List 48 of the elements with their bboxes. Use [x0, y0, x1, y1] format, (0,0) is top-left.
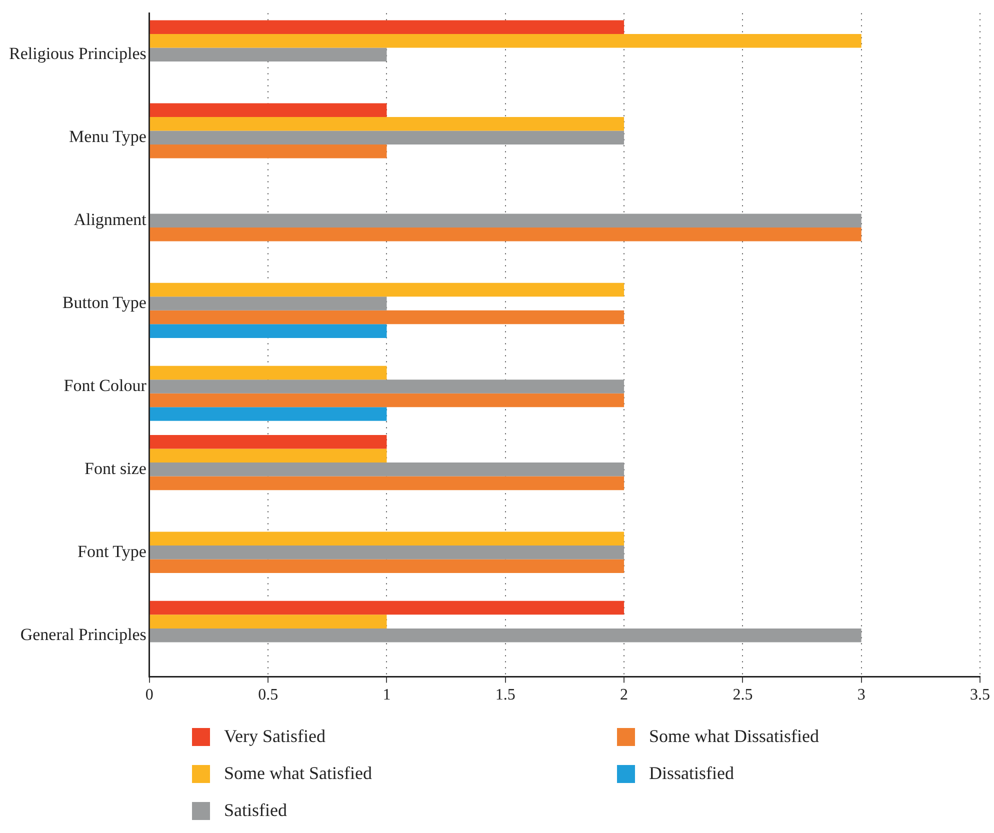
- x-tick-label: 3.5: [970, 686, 990, 704]
- bar: [150, 393, 624, 408]
- bar: [150, 476, 624, 490]
- bar: [150, 614, 387, 628]
- y-tick-label: Font Colour: [64, 376, 147, 395]
- bar: [150, 324, 387, 338]
- bar: [150, 227, 862, 242]
- bar: [150, 545, 624, 560]
- y-tick-label: Button Type: [62, 292, 146, 312]
- bar: [150, 130, 624, 145]
- bar: [150, 448, 387, 463]
- legend-label: Some what Dissatisfied: [649, 726, 819, 747]
- bar: [150, 407, 387, 421]
- x-tick-label: 1: [382, 686, 391, 704]
- bar: [150, 144, 387, 158]
- y-tick-label: Menu Type: [69, 127, 146, 146]
- y-tick-label: Font Type: [78, 542, 146, 561]
- bar: [150, 380, 624, 394]
- bar: [150, 532, 624, 546]
- x-tick-label: 2: [620, 686, 628, 704]
- y-tick-label: Alignment: [74, 210, 147, 230]
- bar: [150, 310, 624, 324]
- bar: [150, 600, 624, 615]
- bar: [150, 628, 862, 642]
- x-tick-label: 3: [857, 686, 866, 704]
- bar: [150, 559, 624, 574]
- bar: [150, 48, 387, 62]
- bar: [150, 366, 387, 380]
- x-tick-label: 1.5: [495, 686, 516, 704]
- bar: [150, 103, 387, 117]
- bar: [150, 435, 387, 449]
- y-tick-label: Religious Principles: [8, 44, 146, 64]
- y-tick-label: General Principles: [20, 624, 146, 644]
- x-tick-label: 0.5: [258, 686, 278, 704]
- legend-label: Satisfied: [224, 800, 287, 821]
- bar: [150, 20, 624, 34]
- bar: [150, 214, 862, 228]
- legend-label: Some what Satisfied: [224, 763, 372, 784]
- bar: [150, 34, 862, 48]
- legend-label: Very Satisfied: [224, 726, 326, 747]
- bar: [150, 296, 387, 310]
- bar: [150, 116, 624, 131]
- x-tick-label: 2.5: [732, 686, 753, 704]
- bar: [150, 462, 624, 476]
- x-tick-label: 0: [145, 686, 154, 704]
- bar: [150, 282, 624, 297]
- y-tick-label: Font size: [84, 458, 146, 478]
- legend-label: Dissatisfied: [649, 763, 734, 784]
